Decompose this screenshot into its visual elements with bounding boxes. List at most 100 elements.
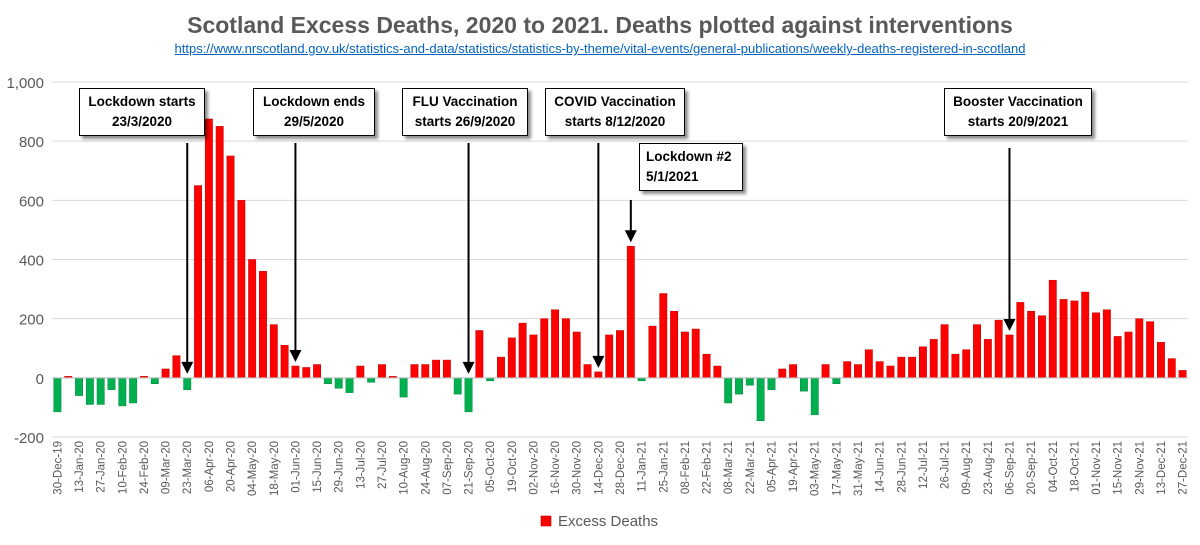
x-tick-label: 14-Dec-20 [593,441,605,495]
bar [864,349,873,379]
annotation-lockdown-end: Lockdown ends 29/5/2020 [253,88,375,136]
bar [259,271,267,379]
bar [659,293,668,379]
annotation-arrow-head [592,355,605,368]
bar [680,331,689,379]
bar [648,325,657,379]
x-tick-label: 08-Mar-21 [723,441,735,494]
axes: -200 0 200 400 600 800 1,000 30-Dec-19 13-Jan-20… [6,75,1189,496]
bar [378,364,386,379]
bar [756,377,765,421]
bar [1146,321,1155,379]
x-tick-label: 25-Jan-21 [658,441,670,493]
bar [475,330,484,379]
bar [1102,309,1111,379]
y-tick-label: 800 [19,134,44,151]
legend: Excess Deaths [540,513,658,530]
bar [96,377,105,405]
bar [670,311,679,379]
bar [75,377,83,396]
bar [561,318,570,379]
bar [172,355,181,379]
annotation-arrow-head [289,350,302,362]
bar [626,245,635,379]
bar [194,185,202,379]
bar [269,324,278,379]
y-tick-label: 200 [19,312,44,329]
bar [150,377,159,385]
x-tick-label: 18-Oct-21 [1069,441,1081,492]
bar [919,346,927,379]
bar [85,377,94,405]
bar [1027,311,1036,379]
x-tick-label: 18-May-20 [269,441,281,496]
x-tick-label: 01-Jun-20 [290,441,302,493]
bar [1113,336,1122,379]
x-tick-label: 27-Dec-21 [1178,441,1190,495]
bar [421,364,430,379]
bar [594,371,603,379]
x-tick-label: 13-Jul-20 [355,441,367,489]
x-tick-label: 04-May-20 [247,441,259,496]
annotation-arrow-head [624,230,637,243]
x-tick-label: 27-Jul-20 [377,441,389,489]
bar [345,377,354,393]
y-tick-label: 600 [19,193,44,210]
bar [1167,358,1176,379]
x-tick-label: 21-Sep-20 [464,441,476,495]
x-tick-label: 02-Nov-20 [528,441,540,495]
bar [161,368,170,379]
bar [789,364,798,379]
bar [226,155,235,379]
x-tick-label: 09-Mar-20 [161,441,173,494]
x-tick-label: 11-Jan-21 [637,441,649,492]
chart-title: Scotland Excess Deaths, 2020 to 2021. De… [187,12,1013,38]
x-tick-label: 12-Jul-21 [918,441,930,489]
bar [518,322,527,379]
x-tick-label: 23-Aug-21 [983,441,995,495]
bar [497,356,505,379]
bar [810,377,819,416]
bar [962,349,971,379]
bar [745,377,754,386]
bar [1092,312,1100,379]
source-link[interactable]: https://www.nrscotland.gov.uk/statistics… [174,41,1026,56]
bar [886,365,895,379]
bar [334,377,343,389]
annotation-flu-vaccination: FLU Vaccination starts 26/9/2020 [402,88,528,136]
x-tick-label: 27-Jan-20 [96,441,108,493]
bar [973,324,981,379]
x-tick-label: 23-Mar-20 [182,441,194,494]
bar [453,377,462,395]
bar [897,356,906,379]
x-tick-label: 31-May-21 [853,441,865,496]
legend-swatch [540,515,552,527]
x-tick-label: 30-Nov-20 [572,441,584,495]
x-tick-label: 14-Jun-21 [875,441,887,493]
x-tick-label: 08-Feb-21 [680,441,692,494]
bar [107,377,116,390]
bar [432,359,441,379]
bar [313,364,321,379]
bar [442,359,451,379]
bar [399,377,408,398]
bar [507,337,516,379]
annotation-arrows [181,143,1016,374]
x-tick-label: 07-Sep-20 [442,441,454,495]
bar [1070,300,1079,379]
x-tick-label: 24-Feb-20 [139,441,151,494]
bar [1038,315,1046,379]
bar [735,377,743,395]
bar [53,377,62,413]
bar [702,353,711,379]
x-tick-label: 24-Aug-20 [420,441,432,495]
x-tick-label: 13-Dec-21 [1156,441,1168,495]
bar [1048,279,1057,379]
bar [1059,299,1068,379]
bar [464,377,473,413]
bar [929,339,938,379]
bar [367,377,376,383]
bar [724,377,733,404]
x-tick-label: 20-Apr-20 [226,441,238,492]
